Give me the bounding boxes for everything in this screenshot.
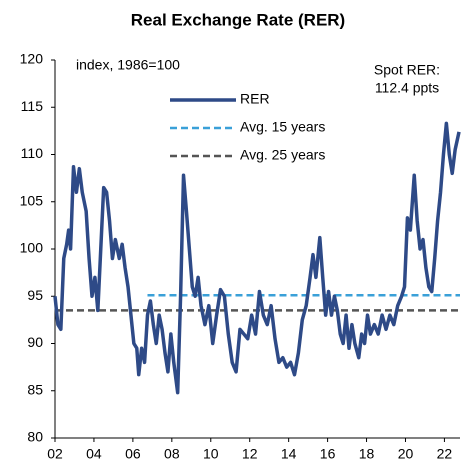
legend-label: Avg. 15 years (240, 119, 325, 135)
series-line (53, 121, 461, 395)
legend-label: Avg. 25 years (240, 147, 325, 163)
y-tick-label: 110 (21, 145, 44, 161)
chart-title: Real Exchange Rate (RER) (131, 10, 345, 29)
y-tick-label: 90 (27, 334, 43, 350)
y-tick-label: 95 (27, 287, 43, 303)
x-tick-label: 14 (281, 446, 297, 462)
x-tick-label: 04 (86, 446, 102, 462)
note: index, 1986=100 (76, 57, 180, 73)
x-tick-label: 12 (242, 446, 258, 462)
y-tick-label: 100 (20, 240, 44, 256)
annotation: Spot RER: (374, 62, 440, 78)
x-tick-label: 08 (164, 446, 180, 462)
y-tick-label: 120 (20, 51, 44, 67)
y-tick-label: 80 (27, 429, 43, 445)
annotation: 112.4 ppts (375, 80, 439, 96)
x-tick-label: 18 (359, 446, 375, 462)
legend-label: RER (240, 91, 270, 107)
x-tick-label: 06 (125, 446, 141, 462)
x-tick-label: 10 (203, 446, 219, 462)
x-tick-label: 20 (398, 446, 414, 462)
x-tick-label: 16 (320, 446, 336, 462)
x-tick-label: 22 (437, 446, 453, 462)
x-tick-label: 02 (47, 446, 63, 462)
y-tick-label: 85 (27, 381, 43, 397)
y-tick-label: 115 (21, 98, 44, 114)
y-tick-label: 105 (20, 192, 44, 208)
